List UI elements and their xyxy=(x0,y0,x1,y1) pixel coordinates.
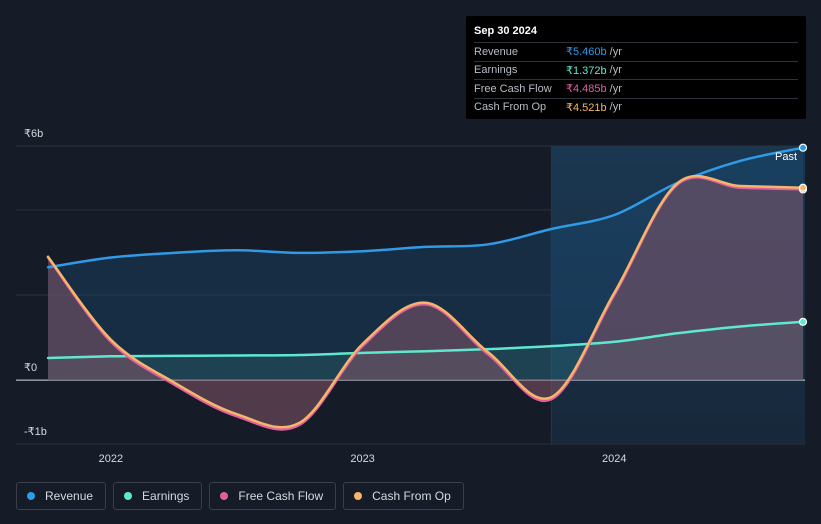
series-end-marker xyxy=(798,317,808,326)
legend-item-free-cash-flow[interactable]: Free Cash Flow xyxy=(209,482,337,510)
legend-dot-icon xyxy=(27,492,35,500)
x-tick-label: 2022 xyxy=(99,453,123,465)
y-tick-label: ₹6b xyxy=(24,128,43,140)
tooltip-label: Cash From Op xyxy=(474,101,547,114)
grid-lines xyxy=(16,145,805,445)
series-fill-revenue xyxy=(48,147,803,381)
tooltip-value: ₹4.485b xyxy=(566,83,607,96)
tooltip-row-free-cash-flow: Free Cash Flow ₹4.485b /yr xyxy=(474,79,798,98)
tooltip-value: ₹5.460b xyxy=(566,46,607,59)
tooltip-unit: /yr xyxy=(609,82,622,95)
series-fill-cash-from-op xyxy=(48,176,803,428)
legend-dot-icon xyxy=(354,492,363,500)
y-tick-label: -₹1b xyxy=(24,426,47,438)
tooltip-row-earnings: Earnings ₹1.372b /yr xyxy=(474,60,798,80)
legend-label: Free Cash Flow xyxy=(238,489,324,503)
tooltip-label: Earnings xyxy=(474,64,518,77)
series-end-marker xyxy=(798,143,808,152)
series-fill-free-cash-flow xyxy=(48,177,803,430)
legend-label: Earnings xyxy=(142,489,190,503)
series-end-marker xyxy=(798,183,808,192)
x-tick-label: 2023 xyxy=(350,453,374,465)
legend-item-earnings[interactable]: Earnings xyxy=(113,482,203,510)
tooltip-row-revenue: Revenue ₹5.460b /yr xyxy=(474,42,798,61)
series-line-cash-from-op xyxy=(46,174,805,429)
legend-label: Cash From Op xyxy=(372,489,451,503)
legend-item-cash-from-op[interactable]: Cash From Op xyxy=(343,482,464,510)
tooltip-label: Free Cash Flow xyxy=(474,82,552,95)
series-line-earnings xyxy=(46,320,805,360)
legend-dot-icon xyxy=(124,492,133,500)
series-fill-earnings xyxy=(48,321,803,381)
tooltip-row-cash-from-op: Cash From Op ₹4.521b /yr xyxy=(474,97,798,117)
tooltip-value: ₹4.521b xyxy=(566,101,607,114)
tooltip: Sep 30 2024 Revenue ₹5.460b /yr Earnings… xyxy=(466,16,806,119)
end-markers xyxy=(798,143,808,326)
legend-item-revenue[interactable]: Revenue xyxy=(16,482,107,510)
legend-dot-icon xyxy=(220,492,229,500)
legend: Revenue Earnings Free Cash Flow Cash Fro… xyxy=(16,482,464,510)
tooltip-label: Revenue xyxy=(474,45,519,58)
series-lines xyxy=(46,146,805,431)
axis-labels: ₹6b ₹0 -₹1b 2022 2023 2024 xyxy=(24,128,626,465)
past-label: Past xyxy=(775,151,797,163)
tooltip-unit: /yr xyxy=(609,45,622,58)
x-tick-label: 2024 xyxy=(602,453,626,465)
tooltip-unit: /yr xyxy=(609,64,622,77)
tooltip-date: Sep 30 2024 xyxy=(474,25,537,37)
legend-label: Revenue xyxy=(45,489,94,503)
tooltip-value: ₹1.372b xyxy=(566,64,607,77)
y-tick-label: ₹0 xyxy=(24,362,37,374)
series-fills xyxy=(48,147,803,430)
tooltip-unit: /yr xyxy=(609,101,622,114)
